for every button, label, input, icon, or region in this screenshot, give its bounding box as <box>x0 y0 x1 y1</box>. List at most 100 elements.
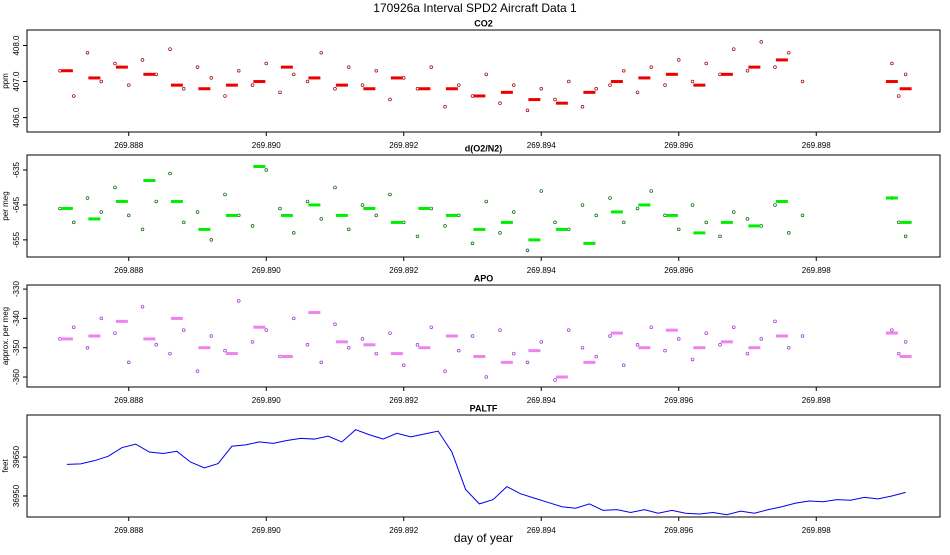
x-tick-label: 269.892 <box>389 141 418 150</box>
data-point <box>333 86 337 91</box>
data-point <box>663 348 667 353</box>
data-point <box>580 203 585 207</box>
data-point <box>553 97 557 102</box>
data-point <box>773 203 777 207</box>
data-point <box>333 322 337 327</box>
data-point <box>800 79 805 84</box>
data-point <box>347 65 351 69</box>
data-point <box>415 234 420 239</box>
data-point <box>773 319 777 324</box>
data-point <box>443 224 447 228</box>
data-point <box>896 351 901 356</box>
y-tick-label: -635 <box>12 161 21 178</box>
panel-title: CO2 <box>474 18 493 28</box>
data-point <box>745 351 750 356</box>
data-point <box>566 79 571 84</box>
data-point <box>360 83 365 87</box>
data-point <box>511 83 516 87</box>
x-tick-label: 269.896 <box>664 141 693 150</box>
y-axis-title: ppm <box>1 73 10 89</box>
panel-title: APO <box>474 273 494 283</box>
data-point <box>731 210 736 214</box>
data-point <box>731 47 736 51</box>
x-tick-label: 269.894 <box>527 266 556 275</box>
x-tick-label: 269.890 <box>252 141 281 150</box>
data-point <box>99 210 103 214</box>
data-point <box>443 369 447 373</box>
data-point <box>319 360 324 365</box>
data-point <box>525 248 530 253</box>
data-point <box>621 363 626 368</box>
y-tick-label: 408.0 <box>12 35 21 56</box>
data-point <box>305 199 310 204</box>
y-tick-label: 36950 <box>12 484 21 507</box>
data-point <box>264 61 269 66</box>
plot-frame <box>26 154 941 258</box>
y-tick-label: -340 <box>12 310 21 327</box>
data-point <box>525 108 530 113</box>
data-point <box>704 61 708 66</box>
data-point <box>182 86 186 91</box>
x-tick-label: 269.896 <box>664 396 693 405</box>
x-tick-label: 269.894 <box>527 141 556 150</box>
data-point <box>250 340 255 344</box>
data-point <box>126 83 131 87</box>
data-point <box>71 325 76 329</box>
data-point <box>195 65 200 69</box>
data-point <box>140 58 145 62</box>
data-point <box>525 360 530 365</box>
data-point <box>126 360 131 365</box>
data-point <box>250 83 255 87</box>
y-tick-label: -350 <box>12 339 21 356</box>
x-tick-label: 269.898 <box>802 141 831 150</box>
data-point <box>539 189 543 193</box>
data-point <box>71 94 76 98</box>
data-point <box>718 343 722 347</box>
data-point <box>690 357 695 362</box>
data-point <box>903 340 908 344</box>
data-point <box>608 196 612 200</box>
data-point <box>278 90 282 95</box>
y-tick-label: -360 <box>12 368 21 385</box>
y-tick-label: -330 <box>12 281 21 298</box>
data-point <box>278 206 282 211</box>
data-point <box>415 343 420 347</box>
data-point <box>786 345 791 350</box>
x-tick-label: 269.888 <box>114 141 143 150</box>
plot-frame <box>26 29 941 133</box>
data-point <box>580 345 585 350</box>
data-point <box>484 375 489 379</box>
y-tick-label: -655 <box>12 231 21 248</box>
data-point <box>85 50 90 55</box>
x-tick-label: 269.898 <box>802 266 831 275</box>
data-point <box>292 316 296 321</box>
data-point <box>168 171 172 176</box>
data-point <box>635 90 640 95</box>
data-point <box>182 328 186 332</box>
data-point <box>140 304 145 309</box>
data-point <box>635 206 640 211</box>
data-point <box>608 83 612 87</box>
altitude-line <box>66 429 906 516</box>
data-point <box>498 231 502 235</box>
data-point <box>484 72 489 77</box>
data-point <box>676 227 681 232</box>
x-tick-label: 269.892 <box>389 396 418 405</box>
data-point <box>319 50 324 55</box>
data-point <box>676 337 681 341</box>
data-point <box>594 354 598 359</box>
data-point <box>347 345 351 350</box>
x-tick-label: 269.894 <box>527 526 556 535</box>
data-point <box>676 58 681 62</box>
data-point <box>786 50 791 55</box>
data-point <box>154 199 159 204</box>
x-tick-label: 269.892 <box>389 266 418 275</box>
x-tick-label: 269.890 <box>252 396 281 405</box>
data-point <box>443 105 447 109</box>
data-point <box>374 68 379 73</box>
data-point <box>168 351 172 356</box>
data-point <box>800 213 805 218</box>
data-point <box>292 72 296 77</box>
data-point <box>759 337 763 341</box>
x-tick-label: 269.896 <box>664 526 693 535</box>
